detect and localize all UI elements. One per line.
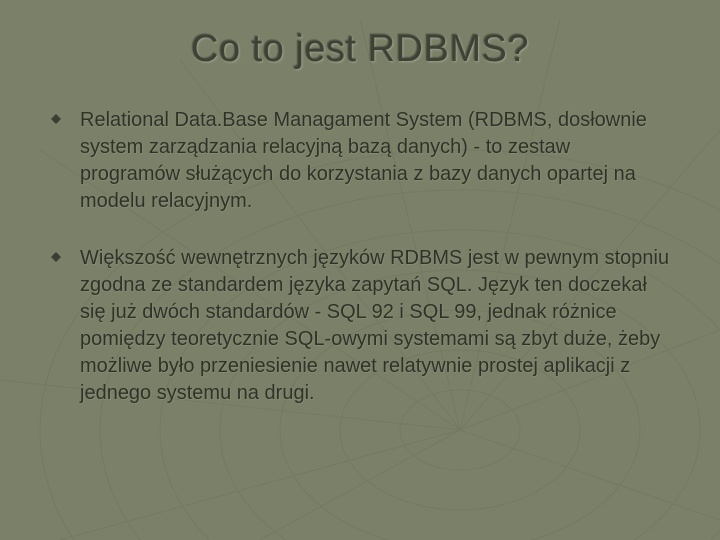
list-item: Relational Data.Base Managament System (…	[50, 107, 674, 215]
diamond-bullet-icon	[50, 113, 62, 125]
diamond-bullet-icon	[50, 251, 62, 263]
bullet-text: Relational Data.Base Managament System (…	[80, 107, 674, 215]
list-item: Większość wewnętrznych języków RDBMS jes…	[50, 245, 674, 407]
bullet-text: Większość wewnętrznych języków RDBMS jes…	[80, 245, 674, 407]
slide-title: Co to jest RDBMS?	[40, 28, 680, 71]
slide-container: Co to jest RDBMS? Relational Data.Base M…	[0, 0, 720, 540]
bullet-list: Relational Data.Base Managament System (…	[40, 107, 680, 407]
